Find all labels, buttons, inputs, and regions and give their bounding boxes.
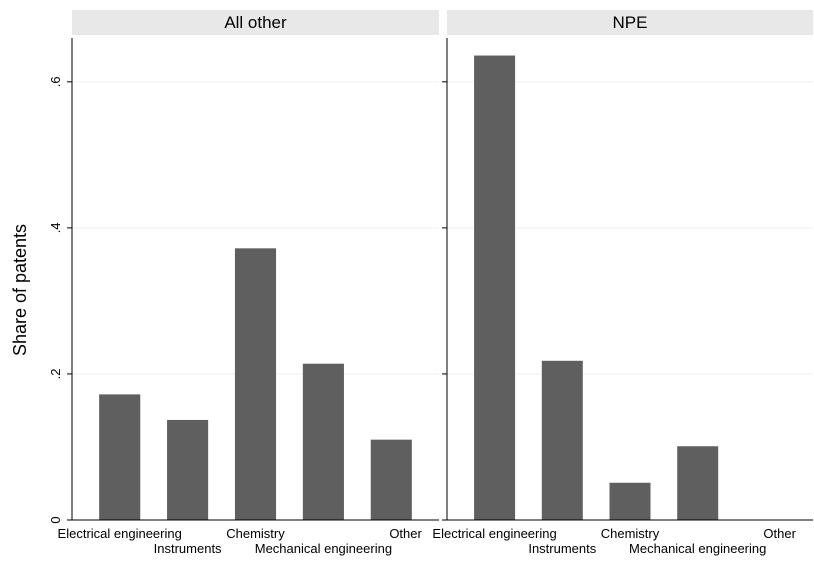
bar-electrical-engineering (474, 55, 516, 520)
category-label: Instruments (154, 541, 222, 556)
panel-title: NPE (613, 13, 648, 32)
y-tick-label: .6 (48, 76, 63, 87)
category-label: Electrical engineering (432, 526, 556, 541)
bar-mechanical-engineering (302, 363, 344, 520)
panel-0: All other Electrical engineeringInstrumen… (58, 10, 439, 556)
bar-instruments (541, 360, 583, 520)
bar-chemistry (234, 248, 277, 520)
category-label: Other (763, 526, 796, 541)
panel-title: All other (224, 13, 287, 32)
panel-strip (447, 10, 813, 35)
y-tick-label: .2 (48, 369, 63, 380)
y-tick-label: .4 (48, 222, 63, 233)
category-label: Mechanical engineering (629, 541, 766, 556)
bar-electrical-engineering (99, 394, 141, 520)
bar-instruments (167, 419, 209, 520)
y-tick-label: 0 (48, 516, 63, 523)
category-label: Electrical engineering (58, 526, 182, 541)
category-label: Chemistry (601, 526, 660, 541)
category-label: Chemistry (226, 526, 285, 541)
panel-strip (72, 10, 439, 35)
category-label: Mechanical engineering (255, 541, 392, 556)
bar-chemistry (609, 482, 651, 520)
bar-other (370, 439, 412, 520)
category-label: Other (389, 526, 422, 541)
bar-mechanical-engineering (677, 446, 719, 520)
y-axis-title: Share of patents (10, 224, 30, 356)
category-label: Instruments (528, 541, 596, 556)
